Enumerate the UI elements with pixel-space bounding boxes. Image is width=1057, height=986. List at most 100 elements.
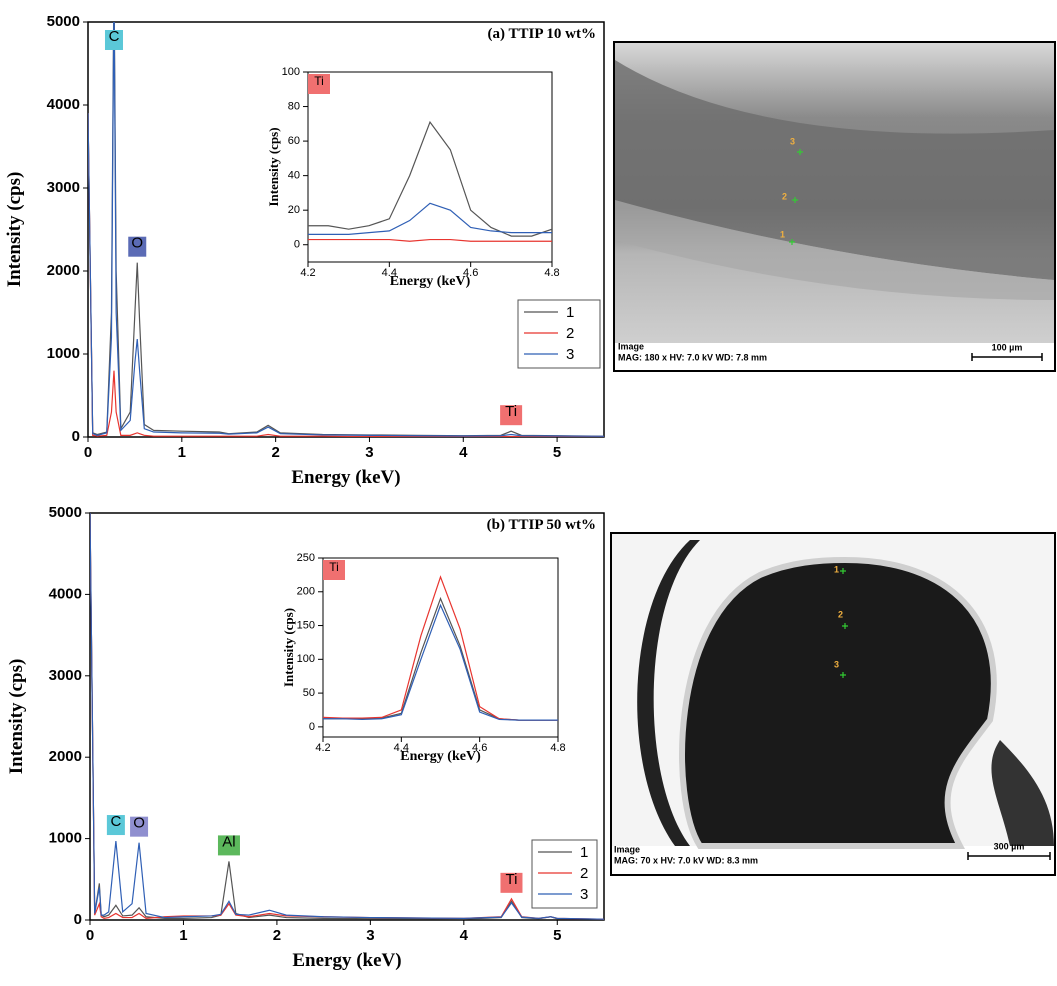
x-tick-label: 5 <box>553 444 561 461</box>
micrograph-b <box>610 532 1056 876</box>
y-tick-label: 5000 <box>49 504 82 521</box>
spectrum-line <box>90 513 604 920</box>
peak-label-box <box>130 816 149 837</box>
x-tick-label: 4.8 <box>544 267 559 279</box>
scale-bar <box>971 353 1043 361</box>
peak-label-box <box>323 560 345 580</box>
x-tick-label: 4 <box>460 927 469 944</box>
peak-label: O <box>133 815 145 832</box>
micrograph-a <box>613 41 1056 372</box>
micrograph-caption: Image <box>618 341 644 351</box>
legend-label: 2 <box>580 865 588 882</box>
spectrum-line <box>308 202 552 235</box>
x-tick-label: 0 <box>84 444 92 461</box>
panel-title: (b) TTIP 50 wt% <box>487 517 596 533</box>
x-tick-label: 4.6 <box>463 267 478 279</box>
peak-label: Ti <box>329 560 339 574</box>
peak-label: Ti <box>505 403 517 420</box>
y-tick-label: 4000 <box>47 96 80 113</box>
x-tick-label: 0 <box>86 927 94 944</box>
y-axis-label: Intensity (cps) <box>4 172 25 288</box>
y-tick-label: 20 <box>288 204 300 216</box>
x-tick-label: 4.6 <box>472 742 487 754</box>
legend-label: 3 <box>566 346 574 363</box>
x-tick-label: 3 <box>365 444 373 461</box>
x-tick-label: 4.4 <box>394 742 409 754</box>
x-tick-label: 4.2 <box>300 267 315 279</box>
spectrum-line <box>90 513 604 920</box>
plot-frame <box>307 71 553 263</box>
x-axis-label: Energy (keV) <box>400 749 481 764</box>
peak-label-box <box>308 74 330 94</box>
x-axis-label: Energy (keV) <box>390 274 471 289</box>
y-axis-label: Intensity (cps) <box>266 127 281 206</box>
x-tick-label: 1 <box>179 927 187 944</box>
y-tick-label: 4000 <box>49 585 82 602</box>
legend-box <box>517 299 601 369</box>
y-tick-label: 60 <box>288 135 300 147</box>
point-marker <box>842 623 848 629</box>
y-tick-label: 1000 <box>49 830 82 847</box>
legend-label: 2 <box>566 325 574 342</box>
y-tick-label: 0 <box>74 911 82 928</box>
plot-frame <box>322 557 559 738</box>
micrograph-caption: Image <box>614 844 640 854</box>
peak-label: Ti <box>314 74 324 88</box>
y-tick-label: 250 <box>297 552 315 564</box>
y-tick-label: 0 <box>72 428 80 445</box>
y-tick-label: 2000 <box>47 262 80 279</box>
panel-title: (a) TTIP 10 wt% <box>488 26 596 42</box>
y-tick-label: 0 <box>294 239 300 251</box>
peak-label: Ti <box>506 871 518 888</box>
spectrum-line <box>308 238 552 242</box>
y-tick-label: 40 <box>288 170 300 182</box>
peak-label-box <box>128 236 147 257</box>
point-marker <box>792 197 798 203</box>
point-marker <box>789 239 795 245</box>
y-tick-label: 2000 <box>49 748 82 765</box>
plot-frame <box>87 21 605 438</box>
point-label: 3 <box>834 659 839 669</box>
point-label: 2 <box>838 609 843 619</box>
point-marker <box>840 568 846 574</box>
peak-label-box <box>104 30 123 50</box>
y-axis-label: Intensity (cps) <box>281 608 296 687</box>
peak-label: C <box>110 813 121 830</box>
point-label: 1 <box>834 564 839 574</box>
y-tick-label: 100 <box>282 66 300 78</box>
x-axis-label: Energy (keV) <box>291 467 400 488</box>
legend-label: 1 <box>566 304 574 321</box>
legend-box <box>531 839 598 909</box>
point-marker <box>840 672 846 678</box>
x-tick-label: 4.2 <box>315 742 330 754</box>
y-tick-label: 5000 <box>47 13 80 30</box>
x-tick-label: 4.4 <box>382 267 397 279</box>
y-axis-label: Intensity (cps) <box>6 659 27 775</box>
point-label: 2 <box>782 191 787 201</box>
x-tick-label: 4.8 <box>550 742 565 754</box>
spectrum-line <box>90 513 604 920</box>
scale-bar-label: 300 µm <box>994 841 1025 851</box>
x-tick-label: 5 <box>553 927 561 944</box>
spectrum-line <box>88 22 604 437</box>
peak-label-box <box>500 405 523 426</box>
y-tick-label: 200 <box>297 586 315 598</box>
x-tick-label: 3 <box>366 927 374 944</box>
peak-label-box <box>217 835 240 856</box>
y-tick-label: 50 <box>303 687 315 699</box>
peak-label: Al <box>222 833 235 850</box>
point-label: 1 <box>780 229 785 239</box>
peak-label-box <box>106 815 125 836</box>
legend-label: 3 <box>580 886 588 903</box>
x-axis-label: Energy (keV) <box>292 950 401 971</box>
x-tick-label: 2 <box>273 927 281 944</box>
micrograph-info: MAG: 180 x HV: 7.0 kV WD: 7.8 mm <box>618 352 767 362</box>
y-tick-label: 150 <box>297 619 315 631</box>
point-label: 3 <box>790 136 795 146</box>
y-tick-label: 3000 <box>47 179 80 196</box>
peak-label: O <box>131 235 143 252</box>
point-marker <box>797 149 803 155</box>
y-tick-label: 80 <box>288 100 300 112</box>
x-tick-label: 4 <box>459 444 468 461</box>
peak-label-box <box>500 872 523 893</box>
